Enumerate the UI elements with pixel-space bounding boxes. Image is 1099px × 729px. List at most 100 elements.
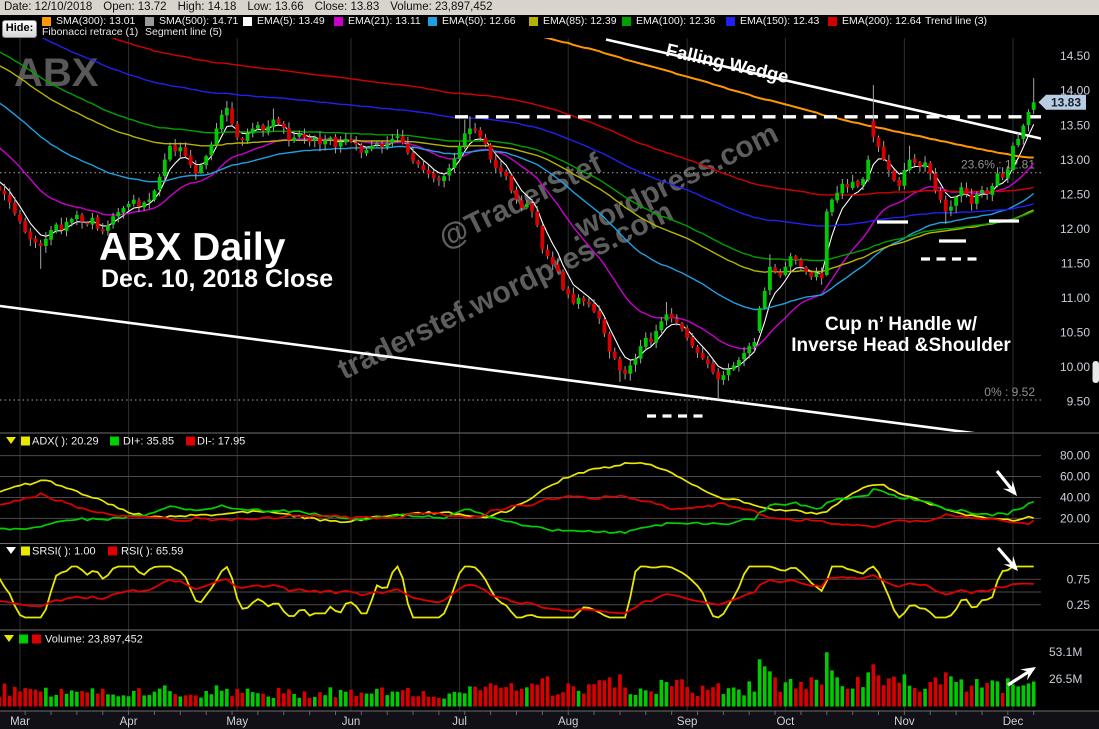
candle-body — [400, 136, 405, 144]
candle-body — [840, 183, 845, 194]
legend-label-ema200[interactable]: EMA(200): 12.64 — [842, 15, 922, 27]
volume-header-swatch — [19, 634, 28, 644]
time-axis-bar[interactable] — [0, 711, 1099, 729]
hide-button[interactable]: Hide: — [2, 20, 37, 38]
volume-bar — [178, 696, 183, 707]
legend-label-sma300[interactable]: SMA(300): 13.01 — [56, 15, 136, 27]
axis-scrollbar-thumb[interactable] — [1092, 361, 1099, 383]
volume-bar — [142, 695, 146, 707]
candle-body — [468, 128, 472, 135]
candle-body — [447, 167, 452, 176]
overlay-ema200 — [110, 38, 1034, 196]
volume-bar — [985, 682, 989, 707]
candle-body — [111, 216, 115, 225]
month-label: Nov — [894, 716, 915, 728]
candle-body — [69, 219, 74, 223]
candle-body — [1021, 125, 1026, 139]
volume-bar — [949, 676, 953, 707]
candle-body — [969, 194, 974, 204]
volume-bar — [535, 684, 539, 707]
volume-bar — [587, 684, 591, 707]
candle-body — [700, 353, 705, 359]
candle-body — [328, 137, 333, 140]
candle-body — [338, 141, 343, 147]
candle-body — [742, 353, 746, 360]
volume-bar — [328, 687, 333, 707]
volume-bar — [509, 683, 514, 707]
arrow-head — [1002, 480, 1017, 496]
volume-bar — [840, 686, 845, 707]
candle-body — [462, 133, 467, 147]
candle-body — [835, 192, 840, 201]
candle-body — [28, 231, 33, 240]
volume-bar — [80, 691, 84, 707]
candle-body — [530, 203, 534, 212]
volume-bar — [380, 687, 384, 707]
candle-body — [95, 216, 100, 229]
tool-label-segment-line[interactable]: Segment line (5) — [145, 26, 223, 38]
candle-body — [452, 158, 457, 168]
legend-label-ema21[interactable]: EMA(21): 13.11 — [348, 15, 421, 27]
volume-bar — [411, 696, 415, 707]
trend-line-upper-wedge[interactable] — [605, 38, 1054, 142]
volume-bar — [297, 697, 302, 707]
annotation-arrow-1 — [995, 470, 1017, 496]
volume-bar — [261, 693, 265, 707]
legend-label-ema50[interactable]: EMA(50): 12.66 — [442, 15, 516, 27]
price-axis-tick: 14.00 — [1060, 84, 1090, 98]
legend-swatch-ema5 — [243, 16, 252, 26]
candle-body — [954, 196, 958, 206]
candle-body — [0, 185, 2, 191]
adx-collapse-triangle[interactable] — [6, 437, 16, 444]
segment-lines — [647, 219, 1019, 418]
candle-body — [985, 190, 990, 195]
volume-bar — [1000, 692, 1005, 707]
legend-label-ema5[interactable]: EMA(5): 13.49 — [257, 15, 325, 27]
volume-bar — [669, 686, 674, 707]
volume-collapse-triangle[interactable] — [4, 635, 14, 642]
volume-bar — [964, 691, 969, 707]
volume-bar — [385, 695, 389, 707]
volume-bar — [225, 688, 229, 707]
candle-body — [38, 243, 43, 246]
volume-bar — [788, 678, 793, 707]
tool-label-fibonacci-retrace[interactable]: Fibonacci retrace (1) — [42, 26, 139, 38]
volume-bar — [416, 696, 421, 707]
candle-body — [923, 162, 927, 168]
volume-bar — [375, 688, 379, 707]
volume-bar — [100, 688, 105, 707]
legend-label-sma500[interactable]: SMA(500): 14.71 — [159, 15, 239, 27]
volume-bar — [514, 690, 519, 707]
candle-body — [778, 272, 783, 276]
volume-bar — [581, 693, 586, 707]
volume-bar — [462, 693, 467, 707]
candle-body — [509, 175, 514, 191]
legend-label-trend-lines[interactable]: Trend line (3) — [925, 15, 988, 27]
price-axis-tick: 14.50 — [1060, 49, 1090, 63]
volume-bar — [344, 691, 348, 707]
month-label: Dec — [1003, 716, 1024, 728]
candle-body — [674, 319, 679, 323]
candle-body — [1026, 111, 1031, 126]
candle-body — [1031, 102, 1036, 110]
volume-bar — [566, 683, 571, 707]
candle-body — [612, 351, 617, 359]
candle-body — [871, 120, 876, 137]
candle-body — [374, 143, 379, 146]
trend-line-lower-wedge[interactable] — [0, 304, 976, 433]
volume-bar — [856, 676, 860, 707]
candle-body — [421, 165, 426, 170]
candle-body — [550, 257, 555, 265]
volume-bar — [540, 678, 545, 707]
candle-body — [705, 359, 710, 365]
volume-bar — [131, 690, 136, 707]
candle-body — [173, 145, 178, 152]
candle-body — [271, 119, 276, 128]
legend-label-ema100[interactable]: EMA(100): 12.36 — [636, 15, 716, 27]
volume-bar — [209, 694, 214, 707]
volume-bar — [1011, 684, 1015, 707]
legend-label-ema85[interactable]: EMA(85): 12.39 — [543, 15, 617, 27]
legend-label-ema150[interactable]: EMA(150): 12.43 — [740, 15, 820, 27]
srsi-collapse-triangle[interactable] — [6, 547, 16, 554]
